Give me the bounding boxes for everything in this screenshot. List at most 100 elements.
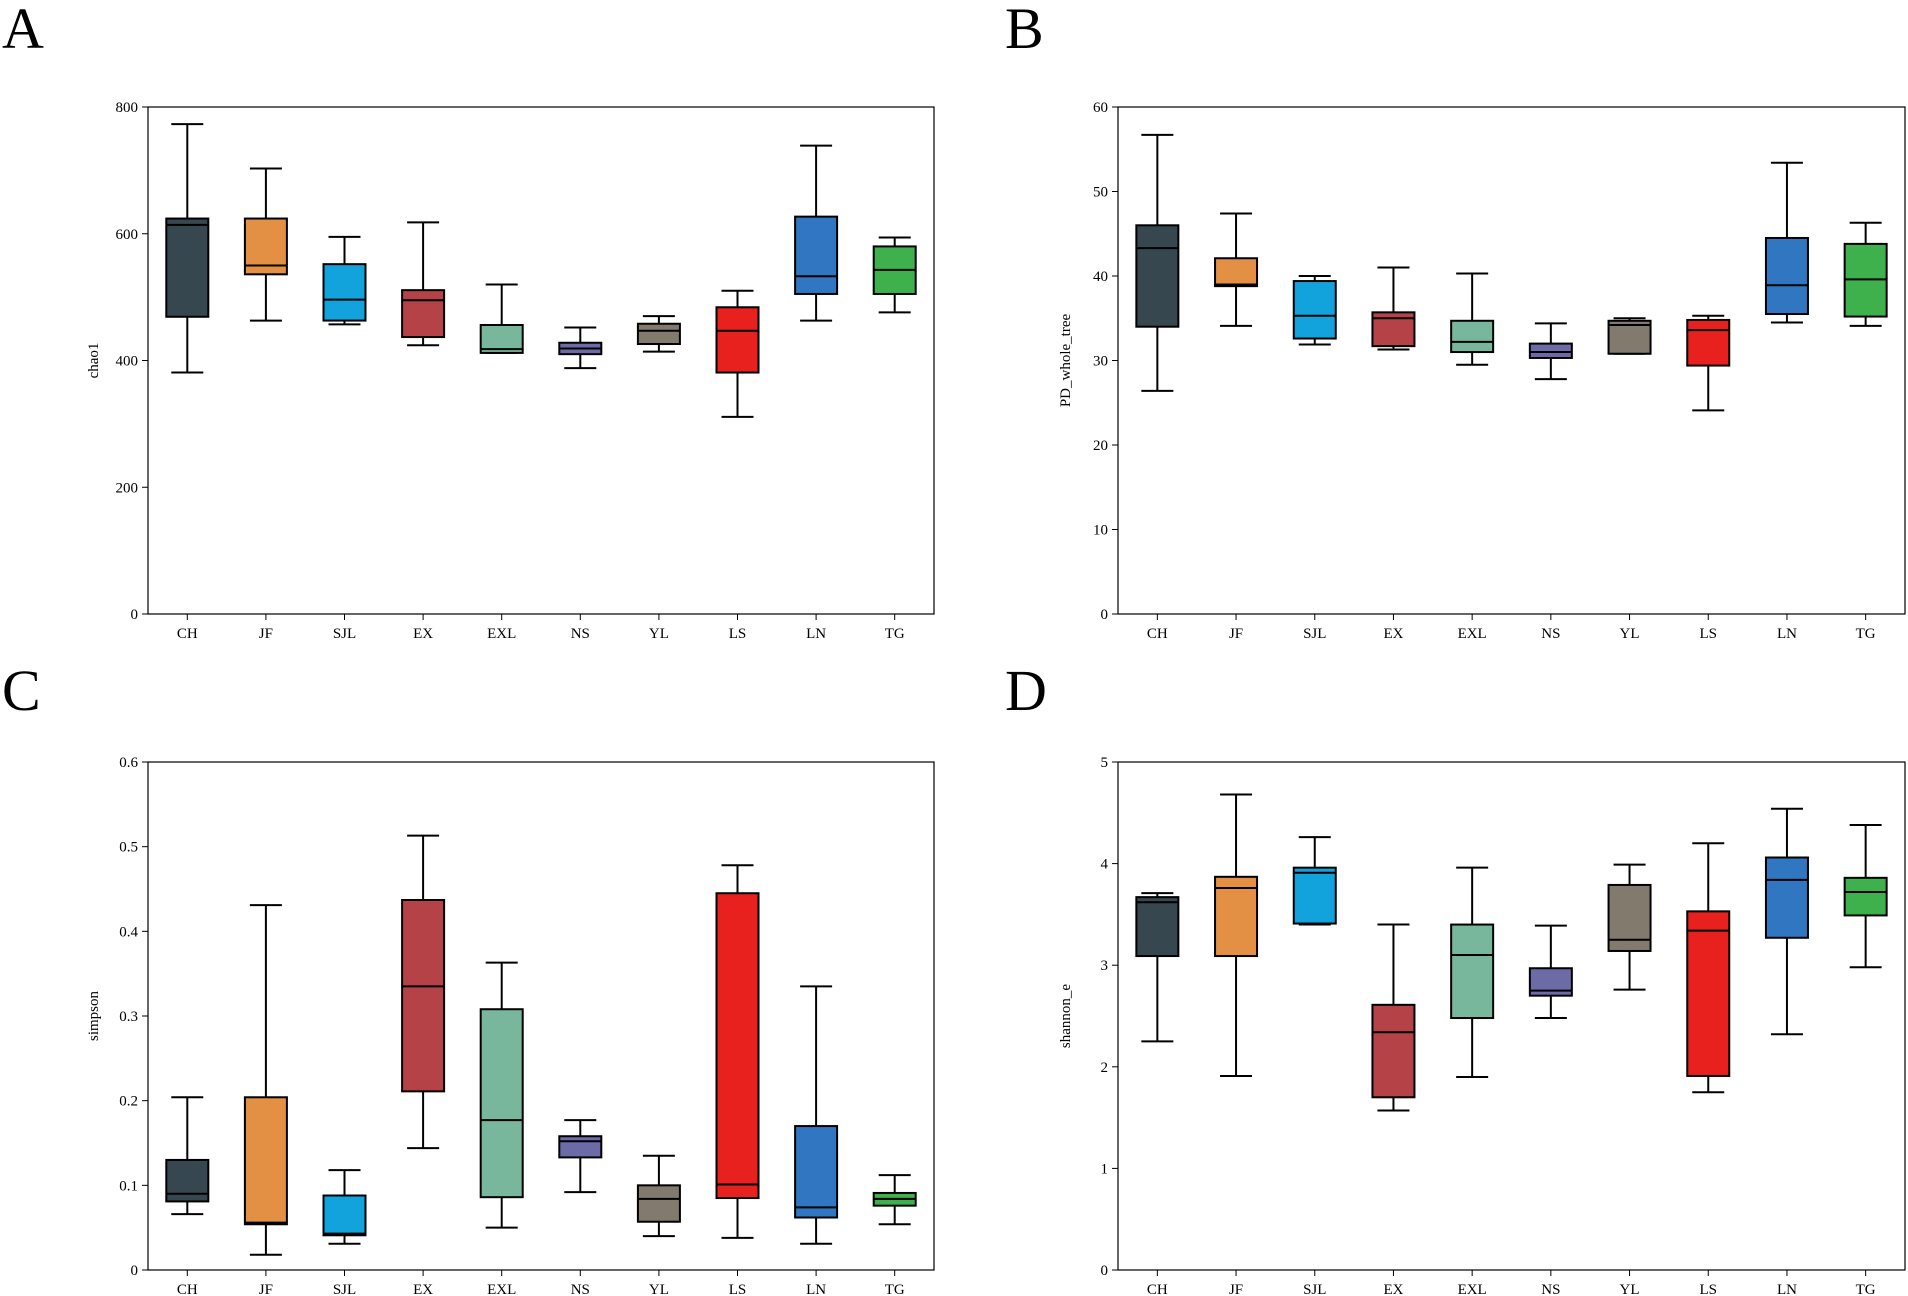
panel-letter: D	[1005, 658, 1047, 723]
box-body	[1292, 866, 1337, 925]
y-tick-label: 800	[116, 100, 139, 116]
x-tick-label: EXL	[1458, 626, 1487, 642]
y-tick-label: 0	[1101, 1263, 1109, 1279]
box-ls	[1686, 842, 1731, 1094]
box-sjl	[1292, 275, 1337, 346]
y-tick-label: 0.2	[119, 1094, 138, 1110]
x-tick-label: LN	[1777, 626, 1797, 642]
x-tick-label: TG	[885, 1282, 905, 1296]
y-tick-label: 30	[1093, 354, 1108, 370]
x-tick-label: EX	[413, 1282, 433, 1296]
box-body	[1214, 257, 1259, 288]
x-tick-label: JF	[259, 626, 273, 642]
box-body	[1843, 876, 1888, 917]
box-body	[636, 322, 681, 346]
box-jf	[1214, 212, 1259, 327]
y-tick-label: 0.3	[119, 1009, 138, 1025]
box-body	[1450, 319, 1495, 354]
box-body	[715, 306, 760, 374]
x-tick-label: TG	[885, 626, 905, 642]
panel-b: B 0 10 20 30 40 50 60 PD_whole_tree CH JF SJL EX EXL N…	[1005, 0, 1906, 642]
x-tick-label: LN	[1777, 1282, 1797, 1296]
box-exl	[1450, 272, 1495, 366]
box-body	[1450, 923, 1495, 1020]
box-tg	[872, 236, 917, 314]
y-axis-label: simpson	[86, 990, 102, 1041]
box-tg	[1843, 823, 1888, 969]
x-tick-label: SJL	[333, 1282, 356, 1296]
box-body	[636, 1184, 681, 1223]
y-tick-label: 0.4	[119, 924, 138, 940]
box-body	[165, 217, 210, 318]
box-body	[794, 1125, 839, 1219]
box-body	[1607, 319, 1652, 355]
box-ns	[558, 1119, 603, 1194]
y-tick-label: 0.6	[119, 755, 138, 771]
box-ln	[794, 144, 839, 322]
box-ex	[401, 221, 446, 347]
box-yl	[636, 315, 681, 353]
box-body	[1764, 856, 1809, 939]
x-tick-label: SJL	[1303, 626, 1326, 642]
box-body	[322, 263, 367, 322]
box-jf	[243, 904, 288, 1256]
box-body	[165, 1158, 210, 1203]
panel-letter: C	[2, 658, 41, 723]
y-axis-label: shannon_e	[1058, 984, 1074, 1048]
box-body	[1607, 883, 1652, 952]
box-body	[1292, 280, 1337, 340]
x-tick-label: YL	[649, 626, 669, 642]
panel-letter: A	[2, 0, 44, 61]
y-tick-label: 60	[1093, 100, 1108, 116]
y-tick-label: 40	[1093, 269, 1108, 285]
box-ex	[401, 834, 446, 1150]
x-tick-label: LS	[729, 1282, 747, 1296]
x-tick-label: NS	[1541, 1282, 1560, 1296]
box-ch	[1135, 133, 1180, 392]
x-tick-label: NS	[1541, 626, 1560, 642]
box-body	[1135, 896, 1180, 958]
box-ns	[1528, 924, 1573, 1020]
x-tick-label: EX	[1383, 626, 1403, 642]
x-tick-label: LN	[806, 1282, 826, 1296]
box-jf	[1214, 793, 1259, 1077]
box-ls	[715, 289, 760, 418]
x-tick-label: TG	[1856, 626, 1876, 642]
y-tick-label: 0.5	[119, 840, 138, 856]
y-tick-label: 2	[1101, 1060, 1109, 1076]
box-jf	[243, 167, 288, 322]
y-tick-label: 0	[131, 1263, 139, 1279]
box-yl	[636, 1154, 681, 1238]
box-ch	[165, 1096, 210, 1216]
box-yl	[1607, 863, 1652, 991]
box-body	[715, 892, 760, 1200]
box-body	[1686, 910, 1731, 1077]
box-sjl	[322, 235, 367, 326]
box-exl	[479, 283, 524, 354]
panel-a: A 0 200 400 600 800 chao1 CH JF SJL EX EXL NS YL LS LN T…	[2, 0, 935, 642]
x-tick-label: CH	[1147, 626, 1168, 642]
box-tg	[1843, 221, 1888, 327]
box-body	[1764, 236, 1809, 316]
box-body	[322, 1194, 367, 1237]
box-body	[479, 1008, 524, 1199]
box-sjl	[1292, 836, 1337, 926]
x-tick-label: JF	[259, 1282, 273, 1296]
x-tick-label: YL	[1620, 1282, 1640, 1296]
box-sjl	[322, 1169, 367, 1245]
y-axis-label: chao1	[86, 343, 102, 379]
box-ex	[1371, 266, 1416, 351]
box-yl	[1607, 317, 1652, 355]
x-tick-label: EXL	[487, 1282, 516, 1296]
y-tick-label: 20	[1093, 438, 1108, 454]
box-body	[1371, 1003, 1416, 1099]
x-tick-label: YL	[649, 1282, 669, 1296]
y-tick-label: 400	[116, 354, 139, 370]
y-tick-label: 0.1	[119, 1178, 138, 1194]
box-body	[1214, 875, 1259, 958]
box-body	[243, 1096, 288, 1226]
x-tick-label: EXL	[1458, 1282, 1487, 1296]
box-ln	[1764, 161, 1809, 324]
box-body	[401, 289, 446, 339]
box-body	[1686, 318, 1731, 367]
